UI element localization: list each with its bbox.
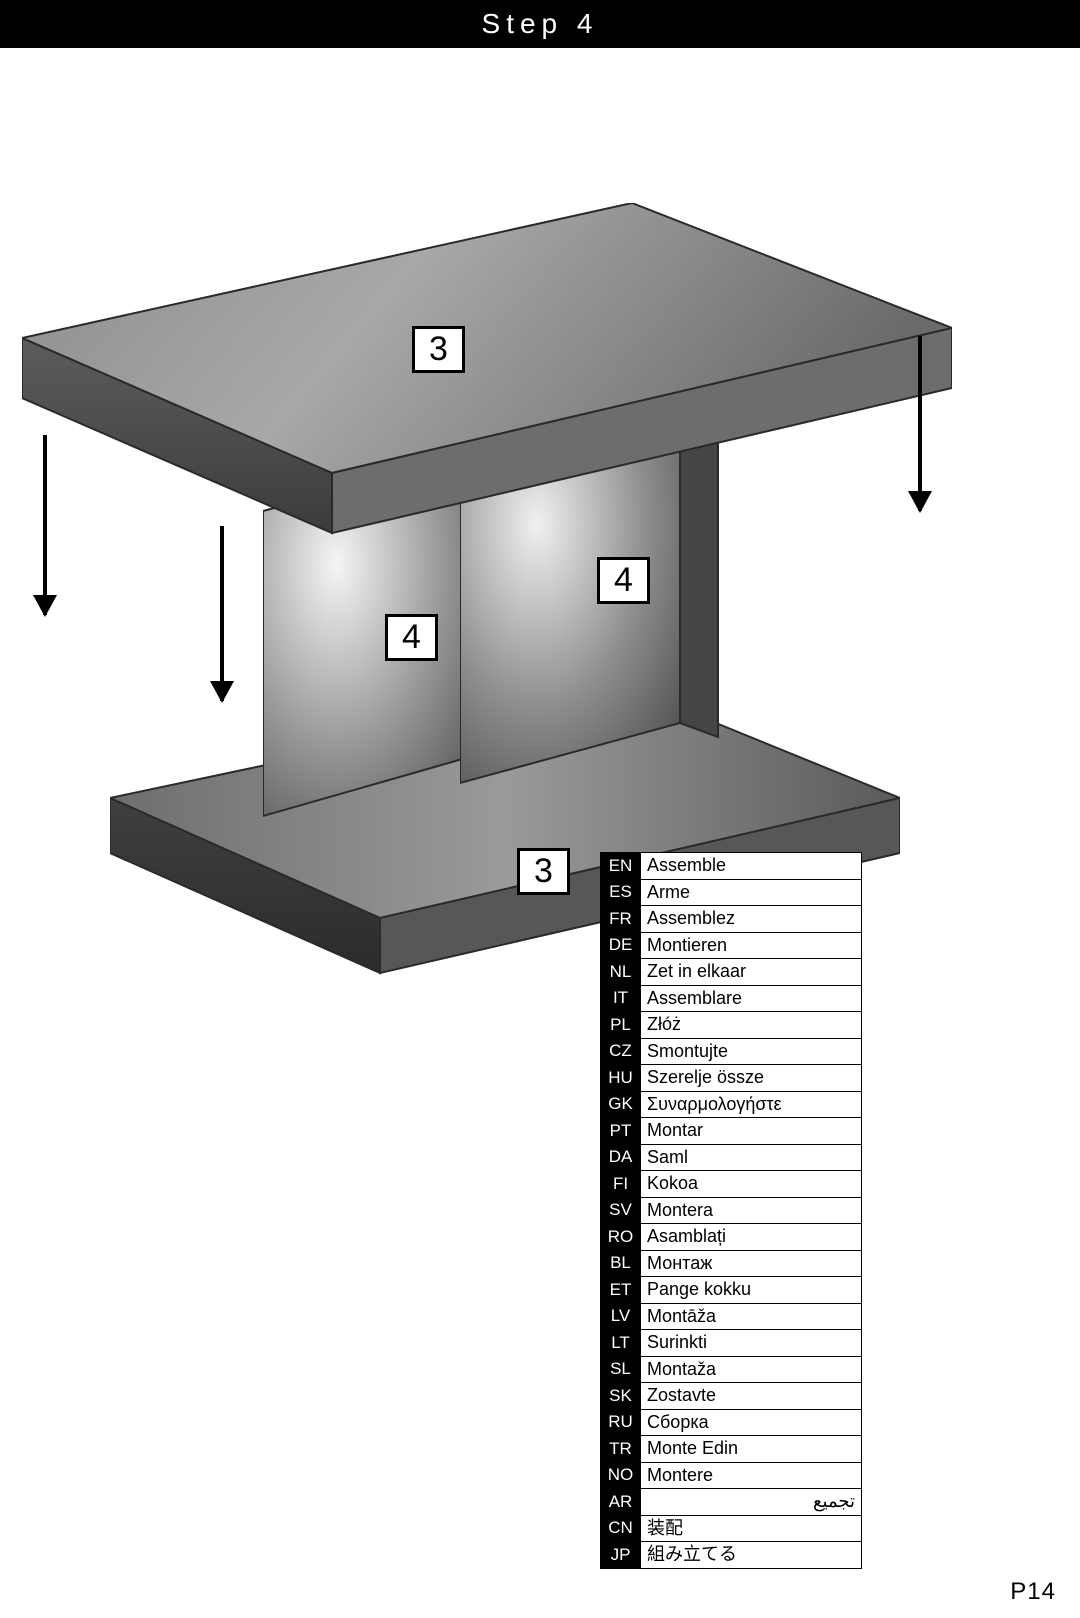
lang-text: Συναρμολογήστε [641, 1091, 862, 1118]
lang-text: Assemble [641, 853, 862, 880]
page-number: P14 [1010, 1578, 1056, 1606]
table-row: SLMontaža [601, 1356, 862, 1383]
table-row: LVMontāža [601, 1303, 862, 1330]
translations-body: ENAssemble ESArme FRAssemblez DEMontiere… [601, 853, 862, 1569]
lang-text: Montar [641, 1118, 862, 1145]
lang-code: PT [601, 1118, 641, 1145]
table-row: PLZłóż [601, 1012, 862, 1039]
lang-text: Szerelje össze [641, 1065, 862, 1092]
translations-table: ENAssemble ESArme FRAssemblez DEMontiere… [600, 852, 862, 1569]
lang-text: Монтаж [641, 1250, 862, 1277]
lang-code: ES [601, 879, 641, 906]
lang-text: Smontujte [641, 1038, 862, 1065]
lang-text: Arme [641, 879, 862, 906]
lang-text: Zet in elkaar [641, 959, 862, 986]
lang-code: HU [601, 1065, 641, 1092]
table-row: SKZostavte [601, 1383, 862, 1410]
lang-code: EN [601, 853, 641, 880]
lang-text: تجميع [641, 1489, 862, 1516]
table-row: GKΣυναρμολογήστε [601, 1091, 862, 1118]
table-row: ETPange kokku [601, 1277, 862, 1304]
lang-text: Saml [641, 1144, 862, 1171]
lang-text: Montera [641, 1197, 862, 1224]
callout-3-bottom: 3 [517, 848, 570, 895]
lang-code: CN [601, 1515, 641, 1542]
callout-4-right: 4 [597, 557, 650, 604]
lang-text: Złóż [641, 1012, 862, 1039]
arrow-right [918, 336, 922, 511]
step-header: Step 4 [0, 0, 1080, 48]
table-row: ROAsamblați [601, 1224, 862, 1251]
assembly-diagram: 3 4 4 3 [0, 48, 1080, 1048]
lang-code: JP [601, 1542, 641, 1569]
lang-text: Montaža [641, 1356, 862, 1383]
table-row: NOMontere [601, 1462, 862, 1489]
table-row: LTSurinkti [601, 1330, 862, 1357]
lang-code: PL [601, 1012, 641, 1039]
table-row: FIKokoa [601, 1171, 862, 1198]
table-row: ARتجميع [601, 1489, 862, 1516]
lang-code: NO [601, 1462, 641, 1489]
table-row: DASaml [601, 1144, 862, 1171]
table-row: NLZet in elkaar [601, 959, 862, 986]
lang-text: Asamblați [641, 1224, 862, 1251]
table-row: ENAssemble [601, 853, 862, 880]
step-title: Step 4 [482, 8, 599, 39]
table-row: CN装配 [601, 1515, 862, 1542]
lang-code: AR [601, 1489, 641, 1516]
lang-code: GK [601, 1091, 641, 1118]
lang-code: LT [601, 1330, 641, 1357]
lang-code: FI [601, 1171, 641, 1198]
lang-text: Zostavte [641, 1383, 862, 1410]
lang-code: RO [601, 1224, 641, 1251]
lang-text: 装配 [641, 1515, 862, 1542]
lang-code: SV [601, 1197, 641, 1224]
table-row: PTMontar [601, 1118, 862, 1145]
table-row: ESArme [601, 879, 862, 906]
lang-code: IT [601, 985, 641, 1012]
lang-text: Surinkti [641, 1330, 862, 1357]
lang-code: DE [601, 932, 641, 959]
lang-text: 組み立てる [641, 1542, 862, 1569]
lang-text: Montāža [641, 1303, 862, 1330]
table-row: DEMontieren [601, 932, 862, 959]
lang-text: Montieren [641, 932, 862, 959]
lang-text: Сборка [641, 1409, 862, 1436]
lang-code: LV [601, 1303, 641, 1330]
table-row: TRMonte Edin [601, 1436, 862, 1463]
lang-text: Kokoa [641, 1171, 862, 1198]
lang-text: Assemblare [641, 985, 862, 1012]
lang-code: SK [601, 1383, 641, 1410]
table-row: RUСборка [601, 1409, 862, 1436]
table-row: FRAssemblez [601, 906, 862, 933]
lang-code: FR [601, 906, 641, 933]
lang-text: Pange kokku [641, 1277, 862, 1304]
callout-4-left: 4 [385, 614, 438, 661]
arrow-mid [220, 526, 224, 701]
table-row: CZSmontujte [601, 1038, 862, 1065]
lang-code: DA [601, 1144, 641, 1171]
lang-code: CZ [601, 1038, 641, 1065]
lang-code: SL [601, 1356, 641, 1383]
table-row: JP組み立てる [601, 1542, 862, 1569]
lang-code: BL [601, 1250, 641, 1277]
lang-code: TR [601, 1436, 641, 1463]
top-board [22, 203, 952, 543]
table-row: HUSzerelje össze [601, 1065, 862, 1092]
callout-3-top: 3 [412, 326, 465, 373]
lang-text: Assemblez [641, 906, 862, 933]
lang-text: Monte Edin [641, 1436, 862, 1463]
lang-code: NL [601, 959, 641, 986]
lang-code: ET [601, 1277, 641, 1304]
lang-code: RU [601, 1409, 641, 1436]
table-row: BLМонтаж [601, 1250, 862, 1277]
table-row: SVMontera [601, 1197, 862, 1224]
lang-text: Montere [641, 1462, 862, 1489]
table-row: ITAssemblare [601, 985, 862, 1012]
arrow-left [43, 435, 47, 615]
